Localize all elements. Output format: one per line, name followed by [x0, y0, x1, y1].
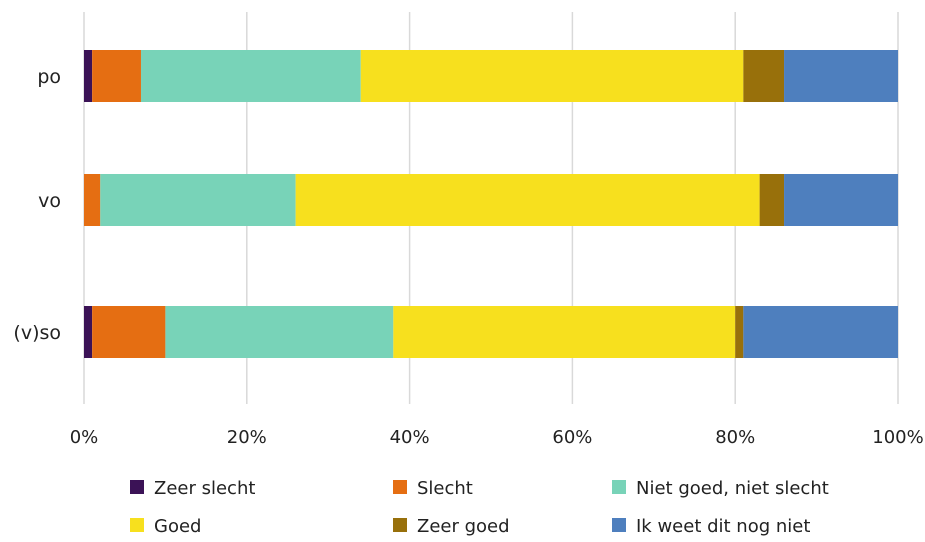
legend-label: Goed — [154, 516, 201, 537]
legend-item: Zeer goed — [393, 516, 510, 537]
bar-segment — [360, 50, 744, 102]
bar-segment — [295, 174, 760, 226]
legend-swatch — [130, 518, 144, 532]
bar-group-vo — [84, 174, 898, 226]
x-tick-label: 100% — [872, 427, 923, 448]
bar-segment — [393, 306, 736, 358]
bars — [84, 50, 898, 358]
x-tick-label: 40% — [390, 427, 430, 448]
legend-label: Niet goed, niet slecht — [636, 478, 829, 499]
bar-segment — [165, 306, 394, 358]
bar-segment — [84, 50, 93, 102]
bar-segment — [743, 306, 898, 358]
bar-group-vso — [84, 306, 898, 358]
legend: Zeer slecht Slecht Niet goed, niet slecht G… — [130, 478, 829, 537]
legend-swatch — [393, 518, 407, 532]
legend-swatch — [393, 480, 407, 494]
legend-label: Ik weet dit nog niet — [636, 516, 810, 537]
bar-segment — [92, 50, 141, 102]
legend-swatch — [612, 518, 626, 532]
bar-segment — [759, 174, 785, 226]
x-tick-label: 20% — [227, 427, 267, 448]
bar-segment — [140, 50, 361, 102]
bar-segment — [100, 174, 296, 226]
category-label: vo — [38, 190, 61, 212]
bar-segment — [784, 50, 898, 102]
legend-swatch — [612, 480, 626, 494]
legend-label: Zeer slecht — [154, 478, 255, 499]
legend-item: Goed — [130, 516, 201, 537]
bar-segment — [92, 306, 166, 358]
legend-item: Ik weet dit nog niet — [612, 516, 810, 537]
legend-label: Slecht — [417, 478, 473, 499]
bar-group-po — [84, 50, 898, 102]
category-label: (v)so — [13, 322, 61, 344]
bar-segment — [735, 306, 744, 358]
x-tick-label: 0% — [70, 427, 99, 448]
bar-segment — [743, 50, 785, 102]
bar-segment — [84, 174, 101, 226]
x-tick-label: 60% — [552, 427, 592, 448]
x-tick-labels: 0% 20% 40% 60% 80% 100% — [70, 427, 924, 448]
legend-swatch — [130, 480, 144, 494]
x-tick-label: 80% — [715, 427, 755, 448]
legend-label: Zeer goed — [417, 516, 510, 537]
legend-item: Slecht — [393, 478, 473, 499]
bar-segment — [784, 174, 898, 226]
bar-segment — [84, 306, 93, 358]
legend-item: Zeer slecht — [130, 478, 255, 499]
legend-item: Niet goed, niet slecht — [612, 478, 829, 499]
category-label: po — [37, 66, 61, 88]
category-labels: po vo (v)so — [13, 66, 61, 344]
